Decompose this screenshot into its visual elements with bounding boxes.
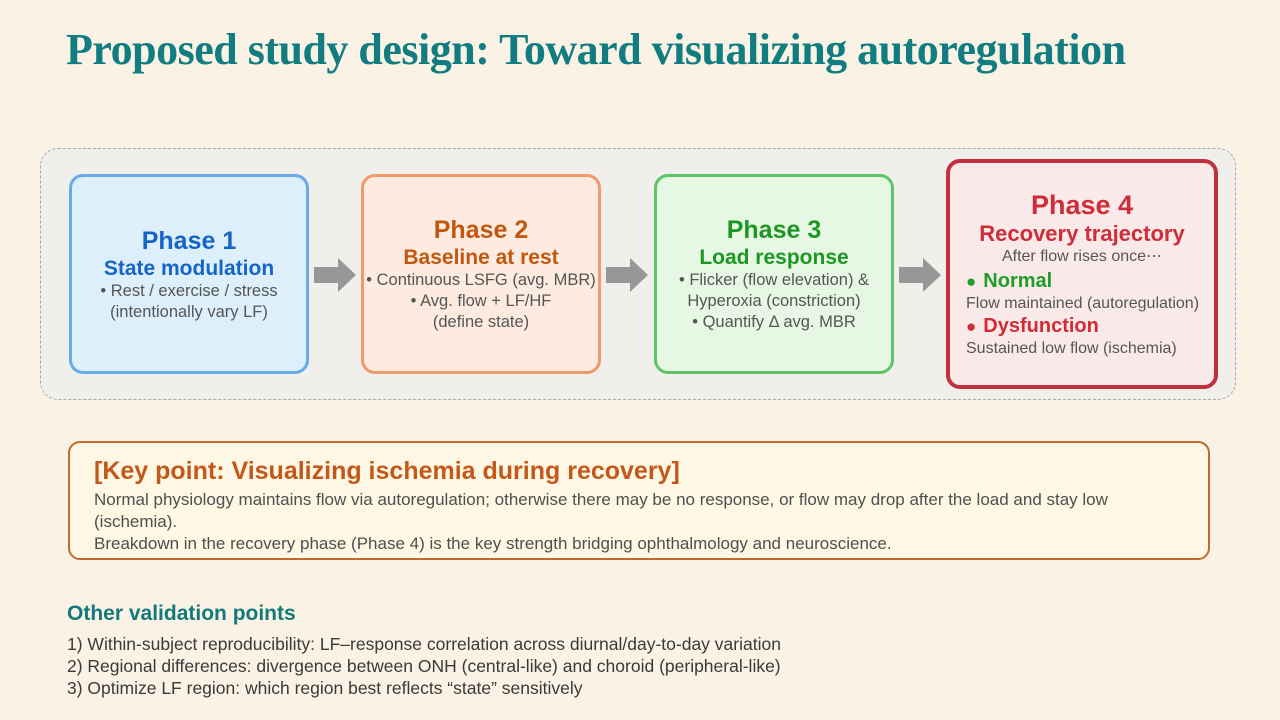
phase-2-title: Phase 2 — [433, 216, 529, 245]
other-points-heading: Other validation points — [67, 602, 296, 625]
validation-point-item: 3) Optimize LF region: which region best… — [67, 678, 583, 699]
phase-2-note: (define state) — [432, 312, 530, 331]
normal-outcome-label: ● Normal — [966, 269, 1214, 294]
red-dot-icon: ● — [966, 317, 977, 337]
normal-outcome-desc: Flow maintained (autoregulation) — [966, 295, 1200, 313]
phase-4-title: Phase 4 — [1030, 189, 1134, 220]
phase-1-note: (intentionally vary LF) — [110, 302, 268, 321]
dysfunction-outcome-text: Dysfunction — [983, 315, 1099, 338]
key-point-callout: [Key point: Visualizing ischemia during … — [68, 441, 1210, 560]
phase-3-subtitle: Load response — [699, 246, 849, 270]
arrow-shaft — [606, 267, 630, 283]
arrow-head — [923, 258, 941, 292]
arrow-shaft — [899, 267, 923, 283]
phase-1-subtitle: State modulation — [103, 256, 275, 280]
key-point-body-line: Normal physiology maintains flow via aut… — [94, 490, 1108, 532]
dysfunction-outcome-desc: Sustained low flow (ischemia) — [966, 340, 1177, 358]
phase-3-bullet: Hyperoxia (constriction) — [687, 292, 861, 311]
phase-2-subtitle: Baseline at rest — [403, 246, 559, 270]
key-point-body-line: Breakdown in the recovery phase (Phase 4… — [94, 534, 892, 554]
key-point-heading: [Key point: Visualizing ischemia during … — [94, 457, 680, 485]
phase-flow-panel: Phase 1 State modulation • Rest / exerci… — [40, 148, 1236, 400]
phase-3-bullet: • Flicker (flow elevation) & — [678, 271, 870, 290]
arrow-head — [630, 258, 648, 292]
phase-4-box: Phase 4 Recovery trajectory After flow r… — [946, 159, 1218, 389]
arrow-right-icon — [899, 258, 941, 292]
phase-4-outcomes: ● Normal Flow maintained (autoregulation)… — [950, 269, 1214, 359]
arrow-right-icon — [606, 258, 648, 292]
green-dot-icon: ● — [966, 272, 977, 292]
phase-1-bullet: • Rest / exercise / stress — [100, 281, 278, 300]
phase-3-bullet: • Quantify Δ avg. MBR — [692, 312, 856, 331]
arrow-head — [338, 258, 356, 292]
phase-3-box: Phase 3 Load response • Flicker (flow el… — [654, 174, 894, 374]
phase-1-title: Phase 1 — [141, 226, 237, 255]
validation-point-item: 2) Regional differences: divergence betw… — [67, 656, 781, 677]
phase-2-bullet: • Continuous LSFG (avg. MBR) — [366, 271, 596, 290]
phase-4-intro: After flow rises once⋯ — [1001, 248, 1163, 266]
phase-3-title: Phase 3 — [726, 216, 822, 245]
dysfunction-outcome-label: ● Dysfunction — [966, 314, 1214, 339]
phase-1-box: Phase 1 State modulation • Rest / exerci… — [69, 174, 309, 374]
arrow-shaft — [314, 267, 338, 283]
page-title: Proposed study design: Toward visualizin… — [66, 25, 1126, 74]
normal-outcome-text: Normal — [983, 270, 1053, 293]
other-validation-points: Other validation points 1) Within-subjec… — [67, 602, 1207, 700]
arrow-right-icon — [314, 258, 356, 292]
phase-2-bullet: • Avg. flow + LF/HF — [410, 292, 552, 311]
phase-4-subtitle: Recovery trajectory — [979, 220, 1185, 246]
phase-2-box: Phase 2 Baseline at rest • Continuous LS… — [361, 174, 601, 374]
validation-point-item: 1) Within-subject reproducibility: LF–re… — [67, 634, 781, 654]
